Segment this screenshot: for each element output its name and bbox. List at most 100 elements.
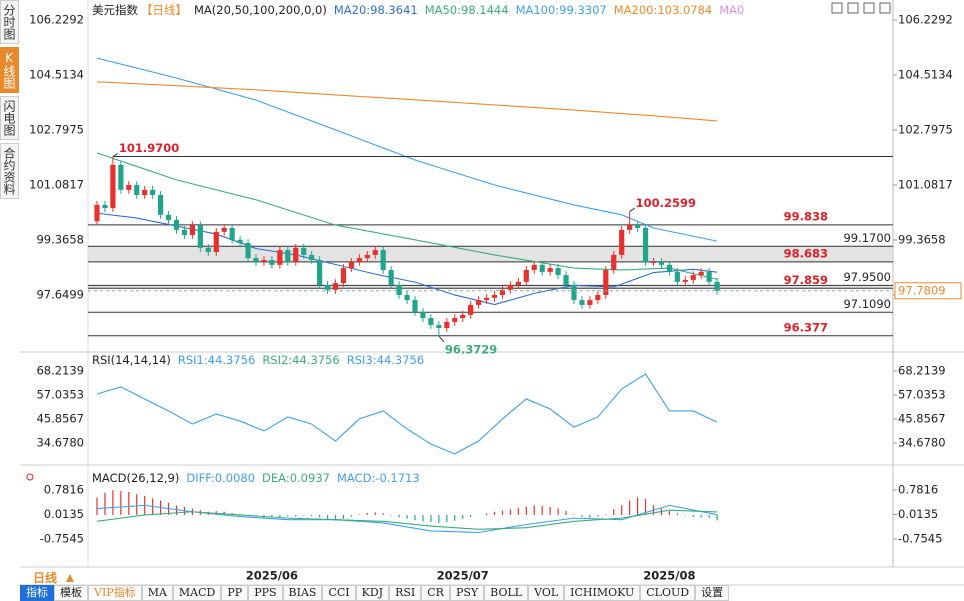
level-label: 98.683 [784, 246, 828, 260]
legend-entry: MA50:98.1444 [424, 3, 509, 17]
extreme-pointer [629, 207, 635, 212]
toolbar-button[interactable]: RSI [389, 585, 422, 601]
window-icons[interactable] [831, 2, 891, 14]
candle-body [118, 164, 124, 190]
toolbar-button[interactable]: MACD [172, 585, 222, 601]
level-label: 97.1090 [843, 297, 891, 311]
candle-body [269, 260, 275, 265]
candle-body [181, 229, 188, 236]
candle-body [317, 260, 323, 286]
candle-body [197, 225, 203, 248]
legend-entry: RSI2:44.3756 [262, 353, 340, 367]
x-tick-label: 2025/07 [437, 569, 489, 583]
candle-body [332, 283, 339, 290]
candle-body [635, 225, 641, 228]
settings-icon[interactable] [26, 473, 34, 481]
legend: RSI(14,14,14) RSI1:44.3756 RSI2:44.3756 RSI… [92, 353, 424, 367]
period-selector[interactable]: 日线 [33, 571, 58, 585]
icon[interactable] [879, 2, 891, 14]
toolbar-button[interactable]: PSY [449, 585, 485, 601]
y-tick-label: 34.6780 [36, 436, 84, 450]
sidebar-tab[interactable]: 合约资料 [0, 143, 19, 199]
candle-body [261, 260, 267, 262]
candle-body [356, 258, 362, 262]
icon[interactable] [847, 2, 859, 14]
y-tick-label: 104.5134 [898, 67, 953, 81]
legend: MACD(26,12,9) DIFF:0.0080 DEA:0.0937 MACD:-… [92, 471, 420, 485]
candle-body [666, 264, 672, 272]
ma-line [96, 81, 718, 122]
y-tick-label: 99.3658 [36, 232, 84, 246]
toolbar-button[interactable]: VIP指标 [88, 585, 142, 601]
legend-entry: MACD:-0.1713 [336, 471, 420, 485]
candle-body [491, 294, 498, 298]
y-tick-label: 34.6780 [898, 436, 946, 450]
candle-body [619, 229, 625, 255]
level-band [88, 285, 893, 289]
extreme-label: 96.3729 [445, 342, 497, 356]
candle-body [468, 304, 474, 315]
sidebar-tab[interactable]: 闪电图 [0, 96, 19, 140]
candle-body [388, 269, 394, 286]
y-tick-label: -0.7545 [898, 532, 942, 546]
toolbar-button[interactable]: VOL [528, 585, 565, 601]
toolbar-button[interactable]: ICHIMOKU [564, 585, 641, 601]
candle-body [420, 311, 426, 319]
legend-ma: MA(20,50,100,200,0,0) [194, 3, 327, 17]
candle-body [142, 189, 148, 195]
toolbar-button[interactable]: BOLL [484, 585, 529, 601]
legend-period: 【日线】 [141, 3, 187, 17]
candle-body [555, 268, 561, 276]
toolbar-button[interactable]: PPS [248, 585, 283, 601]
legend-entry: MA0 [719, 3, 745, 17]
candle-body [309, 254, 315, 261]
icon[interactable] [863, 2, 875, 14]
candle-body [285, 250, 291, 262]
candle-body [364, 254, 370, 259]
toolbar-button[interactable]: 指标 [20, 585, 54, 601]
y-tick-label: 0.0135 [898, 507, 938, 521]
toolbar-button[interactable]: 设置 [695, 585, 730, 601]
selector-arrow[interactable] [66, 574, 74, 582]
candle-body [245, 243, 251, 259]
toolbar-button[interactable]: CLOUD [640, 585, 696, 601]
y-tick-label: 104.5134 [29, 67, 84, 81]
level-label: 97.859 [784, 273, 828, 287]
candle-body [213, 231, 219, 253]
level-label: 99.1700 [843, 231, 891, 245]
candle-body [523, 269, 529, 282]
y-tick-label: 99.3658 [898, 232, 946, 246]
y-tick-label: 45.8567 [36, 412, 84, 426]
ma-line [96, 212, 718, 306]
toolbar-button[interactable]: 模板 [54, 585, 88, 601]
toolbar-button[interactable]: MA [141, 585, 173, 601]
candle-body [372, 250, 378, 255]
icon[interactable] [831, 2, 843, 14]
sidebar-tab[interactable]: 分时图 [0, 0, 19, 44]
legend-title: RSI(14,14,14) [92, 353, 171, 367]
candle-body [706, 271, 712, 282]
sidebar-tab[interactable]: K线图 [0, 47, 19, 93]
candle-body [348, 261, 354, 269]
toolbar-button[interactable]: CR [421, 585, 450, 601]
candle-body [579, 300, 585, 305]
toolbar-button[interactable]: BIAS [282, 585, 323, 601]
candle-body [134, 185, 140, 195]
legend-title: MACD(26,12,9) [92, 471, 180, 485]
candle-body [563, 275, 569, 286]
level-label: 96.377 [784, 320, 828, 334]
candle-body [173, 219, 180, 230]
toolbar-button[interactable]: CCI [322, 585, 356, 601]
candle-body [221, 227, 227, 232]
candle-body [674, 271, 680, 282]
candle-body [428, 318, 434, 326]
x-tick-label: 2025/06 [246, 569, 298, 583]
toolbar-button[interactable]: KDJ [355, 585, 390, 601]
candle-body [452, 318, 458, 322]
extreme-label: 101.9700 [119, 141, 179, 155]
candle-body [483, 297, 490, 301]
candle-body [165, 214, 172, 220]
candle-body [237, 239, 243, 244]
toolbar-button[interactable]: PP [221, 585, 249, 601]
